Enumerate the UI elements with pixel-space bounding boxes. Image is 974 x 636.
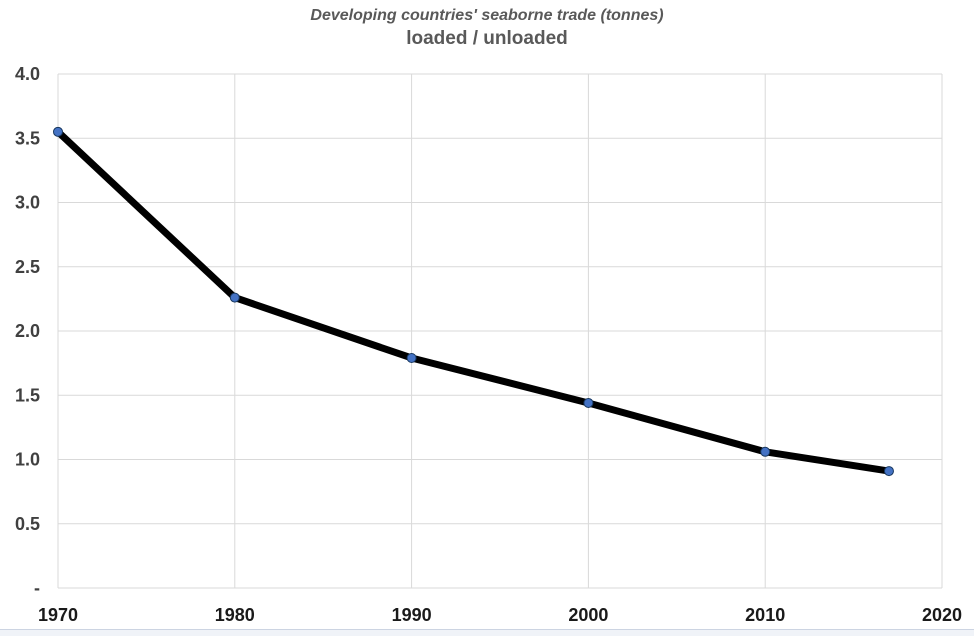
x-axis-tick-label: 1970 — [38, 605, 78, 625]
y-axis-tick-label: 0.5 — [15, 514, 40, 534]
x-axis-tick-label: 1980 — [215, 605, 255, 625]
x-axis-tick-label: 2010 — [745, 605, 785, 625]
data-point-marker — [53, 126, 63, 137]
chart-title: Developing countries' seaborne trade (to… — [310, 7, 664, 24]
data-point-marker — [760, 446, 771, 457]
chart-subtitle: loaded / unloaded — [406, 28, 568, 49]
y-axis-tick-label: - — [34, 578, 40, 598]
y-axis-tick-label: 1.0 — [15, 450, 40, 470]
data-point-marker — [406, 352, 417, 363]
data-point-marker — [229, 292, 240, 303]
data-point-marker — [583, 397, 594, 408]
y-axis-tick-label: 2.0 — [15, 321, 40, 341]
bottom-edge-strip — [0, 629, 974, 636]
y-axis-tick-label: 1.5 — [15, 385, 40, 405]
y-axis-tick-label: 3.0 — [15, 193, 40, 213]
series-line — [54, 128, 893, 475]
y-axis-tick-label: 4.0 — [15, 64, 40, 84]
chart-header: Developing countries' seaborne trade (to… — [0, 6, 974, 51]
x-axis-tick-label: 2000 — [568, 605, 608, 625]
y-axis-tick-label: 3.5 — [15, 128, 40, 148]
y-axis-tick-label: 2.5 — [15, 257, 40, 277]
x-axis-tick-label: 2020 — [922, 605, 962, 625]
x-axis-tick-label: 1990 — [392, 605, 432, 625]
data-point-marker — [883, 466, 894, 477]
